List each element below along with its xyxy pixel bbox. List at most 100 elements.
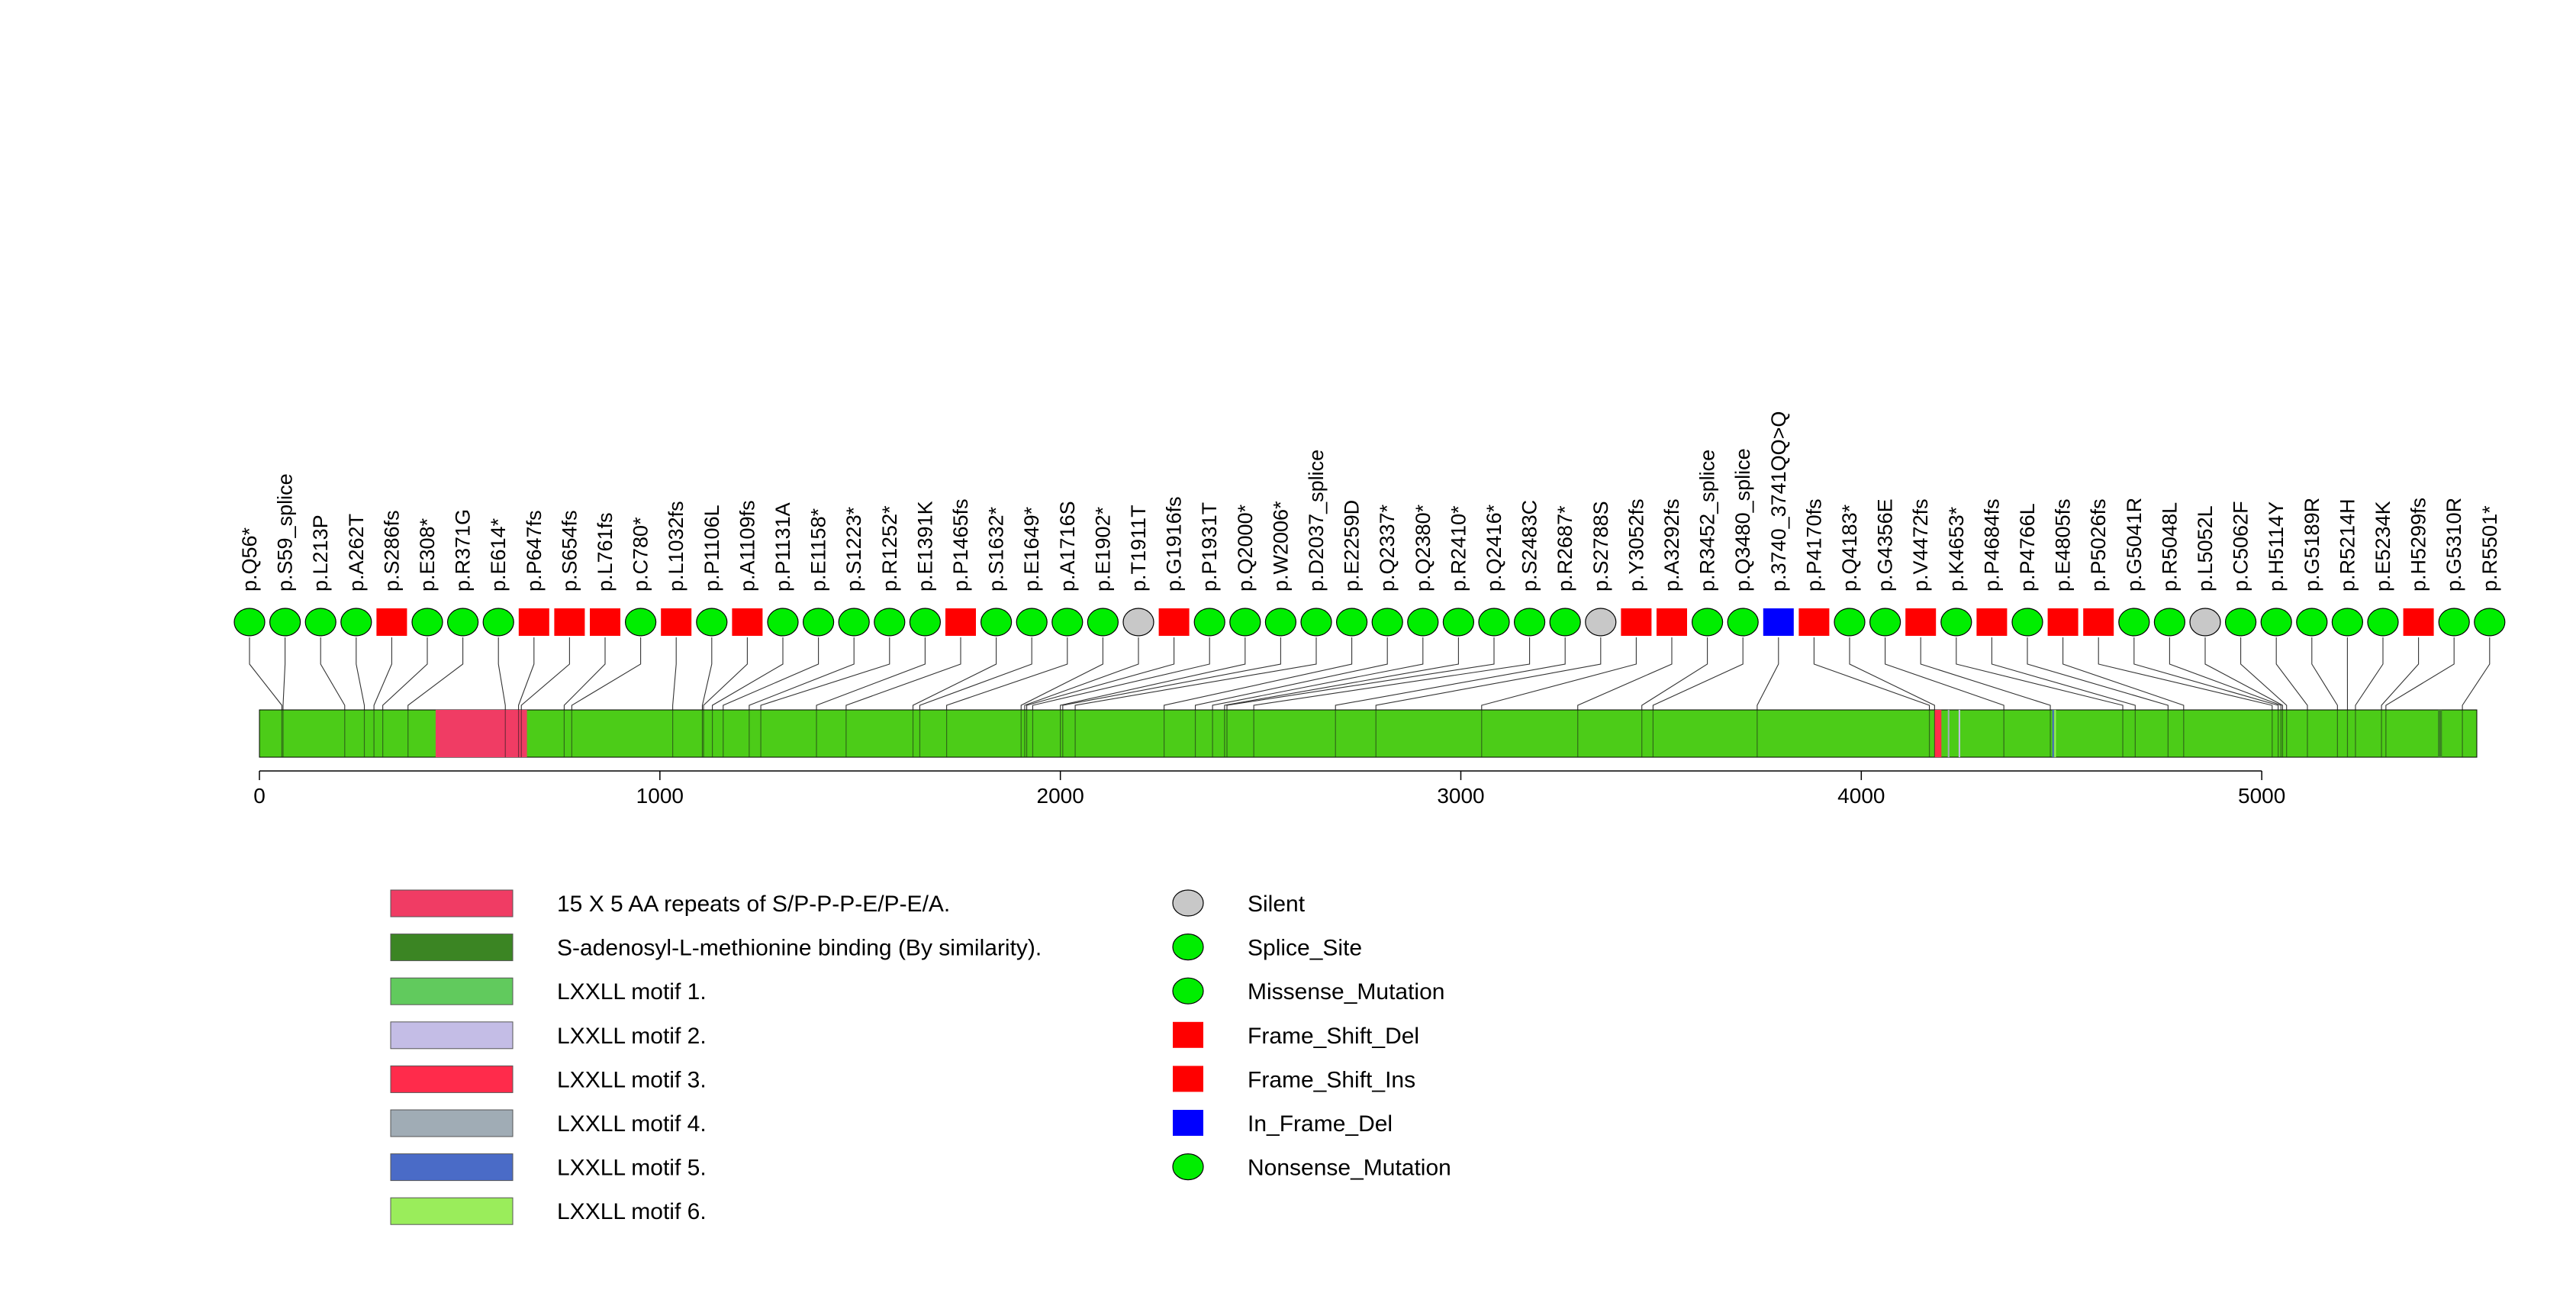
mutation-marker-circle bbox=[1300, 608, 1332, 637]
type-legend-circle bbox=[1172, 977, 1204, 1005]
mutation-label: p.A262T bbox=[345, 514, 368, 592]
domain-legend-swatch bbox=[390, 1109, 514, 1137]
mutation-label: p.R2410* bbox=[1447, 505, 1470, 592]
mutation-marker-circle bbox=[304, 608, 336, 637]
mutation-label: p.Q3480_splice bbox=[1731, 448, 1754, 592]
mutation-marker-circle bbox=[269, 608, 301, 637]
mutation-marker-circle bbox=[838, 608, 870, 637]
mutation-label: p.C5062F bbox=[2230, 501, 2252, 592]
mutation-marker-circle bbox=[340, 608, 372, 637]
connector-line bbox=[1226, 637, 1495, 710]
mutation-marker-circle bbox=[1727, 608, 1759, 637]
mutation-label: p.G5041R bbox=[2123, 498, 2146, 592]
mutation-marker-circle bbox=[2438, 608, 2470, 637]
mutation-marker-circle bbox=[980, 608, 1013, 637]
connector-line bbox=[1164, 637, 1353, 710]
connector-line bbox=[282, 637, 286, 710]
mutation-marker-circle bbox=[2367, 608, 2399, 637]
domain-region bbox=[1958, 710, 1960, 757]
mutation-label: p.G5310R bbox=[2442, 498, 2465, 592]
domain-region bbox=[1947, 710, 1950, 757]
domain-legend-swatch bbox=[390, 977, 514, 1005]
mutation-label: p.E614* bbox=[487, 518, 510, 592]
mutation-marker-circle bbox=[1442, 608, 1475, 637]
mutation-marker-circle bbox=[1513, 608, 1546, 637]
mutation-label: p.P4766L bbox=[2016, 503, 2039, 592]
connector-line bbox=[2462, 637, 2491, 710]
mutation-marker-circle bbox=[1122, 608, 1154, 637]
connector-line bbox=[2385, 637, 2455, 710]
connector-line bbox=[1885, 637, 2004, 710]
mutation-label: p.G4356E bbox=[1874, 498, 1897, 592]
domain-region bbox=[2052, 710, 2054, 757]
connector-line bbox=[2381, 637, 2420, 710]
connector-line bbox=[2204, 637, 2284, 710]
connector-line bbox=[816, 637, 926, 710]
connector-line bbox=[1813, 637, 1930, 710]
connector-line bbox=[1652, 637, 1744, 710]
mutation-marker-circle bbox=[2331, 608, 2363, 637]
mutation-markers bbox=[233, 608, 2506, 637]
mutation-marker-square bbox=[554, 608, 585, 636]
connector-line bbox=[2027, 637, 2169, 710]
mutation-label: p.Q2337* bbox=[1376, 504, 1399, 592]
connector-line bbox=[845, 637, 961, 710]
connector-line bbox=[563, 637, 606, 710]
domain-legend-swatch bbox=[390, 1021, 514, 1050]
type-legend-circle bbox=[1172, 933, 1204, 961]
domain-legend-label: LXXLL motif 2. bbox=[557, 1024, 707, 1049]
mutation-label: p.3740_3741QQ>Q bbox=[1767, 411, 1790, 592]
mutation-label: p.W2006* bbox=[1269, 501, 1292, 592]
x-axis-tick-label: 1000 bbox=[636, 784, 684, 808]
connector-line bbox=[919, 637, 1032, 710]
connector-line bbox=[1026, 637, 1175, 710]
connector-line bbox=[1335, 637, 1566, 710]
type-legend-label: In_Frame_Del bbox=[1248, 1111, 1393, 1137]
type-legend-square bbox=[1173, 1021, 1203, 1048]
type-legend-label: Missense_Mutation bbox=[1248, 979, 1444, 1005]
connector-line bbox=[1212, 637, 1424, 710]
mutation-label: p.P1106L bbox=[700, 505, 723, 592]
mutation-label: p.R5214H bbox=[2336, 498, 2359, 592]
mutation-label: p.H5299fs bbox=[2407, 498, 2430, 592]
mutation-label: p.L1032fs bbox=[665, 501, 687, 592]
mutation-marker-circle bbox=[696, 608, 728, 637]
mutation-marker-square bbox=[1976, 608, 2008, 636]
mutation-marker-circle bbox=[1549, 608, 1581, 637]
connector-line bbox=[1920, 637, 2051, 710]
mutation-marker-circle bbox=[2153, 608, 2185, 637]
connector-line bbox=[1060, 637, 1246, 710]
mutation-marker-circle bbox=[1193, 608, 1225, 637]
domain-legend-label: LXXLL motif 1. bbox=[557, 979, 707, 1005]
mutation-label: p.E2259D bbox=[1341, 500, 1364, 592]
connector-line bbox=[749, 637, 855, 710]
mutation-marker-circle bbox=[411, 608, 443, 637]
connector-line bbox=[1020, 637, 1103, 710]
mutation-marker-circle bbox=[909, 608, 942, 637]
mutation-marker-circle bbox=[1478, 608, 1510, 637]
mutation-label: p.Q4183* bbox=[1838, 504, 1861, 592]
domain-legend-swatch bbox=[390, 889, 514, 918]
connector-line bbox=[946, 637, 1068, 710]
connector-line bbox=[1849, 637, 1935, 710]
connector-line bbox=[1991, 637, 2136, 710]
connector-line bbox=[1956, 637, 2124, 710]
mutation-label: p.A1109fs bbox=[736, 500, 758, 592]
x-axis-tick-label: 5000 bbox=[2238, 784, 2285, 808]
domain-legend-label: LXXLL motif 5. bbox=[557, 1156, 707, 1181]
mutation-label: p.R2687* bbox=[1554, 505, 1576, 592]
mutation-label: p.D2037_splice bbox=[1305, 450, 1328, 592]
type-legend-label: Silent bbox=[1248, 892, 1306, 917]
mutation-label: p.G1916fs bbox=[1163, 496, 1186, 592]
connector-line bbox=[1032, 637, 1210, 710]
mutation-marker-circle bbox=[2474, 608, 2506, 637]
mutation-label: p.P4684fs bbox=[1980, 498, 2003, 592]
mutation-marker-square bbox=[590, 608, 620, 636]
mutation-marker-circle bbox=[482, 608, 514, 637]
mutation-label: p.P647fs bbox=[523, 510, 546, 592]
connector-line bbox=[1577, 637, 1673, 710]
mutation-label: p.Y3052fs bbox=[1624, 498, 1647, 592]
domain-legend-swatch bbox=[390, 934, 514, 962]
connector-line bbox=[2311, 637, 2338, 710]
mutation-label: p.L5052L bbox=[2194, 505, 2217, 592]
